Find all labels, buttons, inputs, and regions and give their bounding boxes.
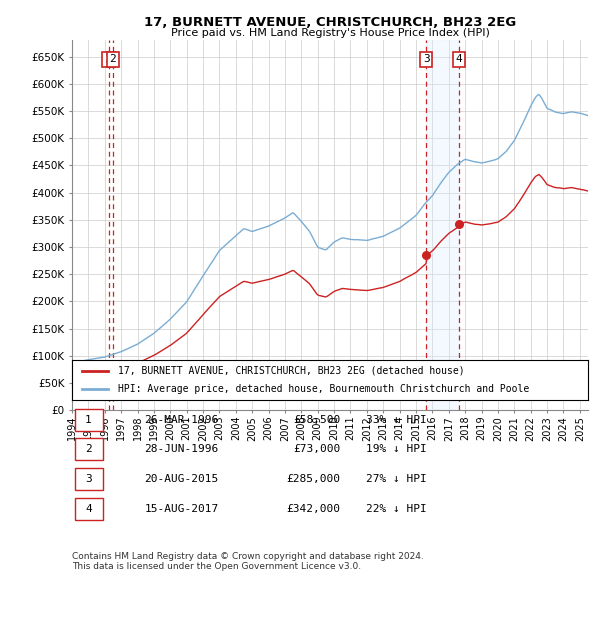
Text: 22% ↓ HPI: 22% ↓ HPI xyxy=(366,504,427,514)
Text: 26-MAR-1996: 26-MAR-1996 xyxy=(144,415,218,425)
Text: HPI: Average price, detached house, Bournemouth Christchurch and Poole: HPI: Average price, detached house, Bour… xyxy=(118,384,530,394)
Text: 17, BURNETT AVENUE, CHRISTCHURCH, BH23 2EG: 17, BURNETT AVENUE, CHRISTCHURCH, BH23 2… xyxy=(144,16,516,29)
Text: £285,000: £285,000 xyxy=(286,474,340,484)
Text: £73,000: £73,000 xyxy=(293,445,340,454)
FancyBboxPatch shape xyxy=(74,438,103,461)
Text: 3: 3 xyxy=(423,55,430,64)
FancyBboxPatch shape xyxy=(74,409,103,431)
Text: 1: 1 xyxy=(85,415,92,425)
FancyBboxPatch shape xyxy=(74,498,103,520)
Text: 4: 4 xyxy=(85,504,92,514)
Text: 1: 1 xyxy=(105,55,112,64)
Bar xyxy=(427,40,459,410)
Text: 28-JUN-1996: 28-JUN-1996 xyxy=(144,445,218,454)
Text: 2: 2 xyxy=(109,55,116,64)
Text: Price paid vs. HM Land Registry's House Price Index (HPI): Price paid vs. HM Land Registry's House … xyxy=(170,28,490,38)
Text: 20-AUG-2015: 20-AUG-2015 xyxy=(144,474,218,484)
FancyBboxPatch shape xyxy=(74,468,103,490)
Text: 27% ↓ HPI: 27% ↓ HPI xyxy=(366,474,427,484)
Text: 2: 2 xyxy=(85,445,92,454)
Text: 3: 3 xyxy=(85,474,92,484)
Text: Contains HM Land Registry data © Crown copyright and database right 2024.
This d: Contains HM Land Registry data © Crown c… xyxy=(72,552,424,571)
Text: 15-AUG-2017: 15-AUG-2017 xyxy=(144,504,218,514)
Text: 17, BURNETT AVENUE, CHRISTCHURCH, BH23 2EG (detached house): 17, BURNETT AVENUE, CHRISTCHURCH, BH23 2… xyxy=(118,366,465,376)
Text: 19% ↓ HPI: 19% ↓ HPI xyxy=(366,445,427,454)
Text: £58,500: £58,500 xyxy=(293,415,340,425)
Text: 4: 4 xyxy=(455,55,462,64)
Text: £342,000: £342,000 xyxy=(286,504,340,514)
Text: 33% ↓ HPI: 33% ↓ HPI xyxy=(366,415,427,425)
